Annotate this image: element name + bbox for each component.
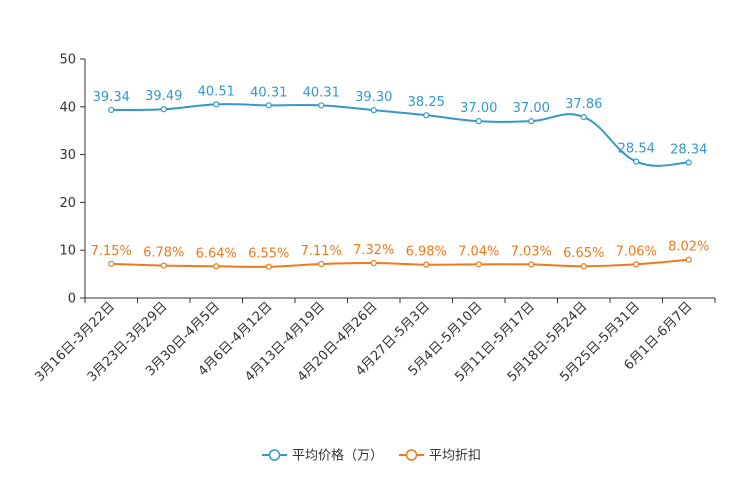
y-tick-label: 30 xyxy=(59,148,76,163)
data-label: 7.11% xyxy=(301,244,342,259)
legend-label: 平均折扣 xyxy=(429,449,481,464)
data-point[interactable] xyxy=(475,261,482,268)
series-layer: 39.34 39.49 40.51 40.31 40.31 39.30 38.25 37.00… xyxy=(91,84,709,270)
data-point[interactable] xyxy=(580,263,587,270)
series-0: 39.34 39.49 40.51 40.31 40.31 39.30 38.25 37.00… xyxy=(93,84,707,167)
series-line xyxy=(111,103,689,167)
data-point[interactable] xyxy=(528,261,535,268)
legend-item-1[interactable]: 平均折扣 xyxy=(399,449,481,464)
data-point[interactable] xyxy=(633,261,640,268)
data-label: 28.34 xyxy=(670,143,707,158)
legend: 平均价格（万） 平均折扣 xyxy=(262,448,481,464)
data-label: 7.32% xyxy=(353,243,394,258)
data-label: 28.54 xyxy=(618,142,655,157)
data-label: 6.98% xyxy=(406,245,447,260)
data-label: 6.78% xyxy=(143,246,184,261)
data-label: 37.86 xyxy=(565,97,602,112)
data-label: 7.06% xyxy=(616,244,657,259)
data-label: 6.55% xyxy=(248,247,289,262)
data-label: 39.49 xyxy=(145,89,182,104)
data-label: 6.65% xyxy=(563,246,604,261)
data-point[interactable] xyxy=(423,261,430,268)
y-tick-label: 10 xyxy=(59,244,76,259)
legend-marker-icon xyxy=(268,449,281,461)
data-point[interactable] xyxy=(370,107,377,114)
data-label: 39.34 xyxy=(93,90,130,105)
data-point[interactable] xyxy=(633,158,640,165)
data-point[interactable] xyxy=(475,118,482,125)
data-label: 7.15% xyxy=(91,244,132,259)
data-point[interactable] xyxy=(370,259,377,267)
data-point[interactable] xyxy=(160,262,167,269)
data-label: 7.03% xyxy=(511,244,552,259)
data-point[interactable] xyxy=(423,112,430,119)
data-label: 37.00 xyxy=(513,101,550,116)
data-label: 8.02% xyxy=(668,240,709,255)
data-point[interactable] xyxy=(318,260,325,268)
data-point[interactable] xyxy=(580,113,587,121)
data-point[interactable] xyxy=(108,260,115,267)
data-label: 37.00 xyxy=(460,101,497,116)
data-point[interactable] xyxy=(213,101,220,108)
y-tick-label: 50 xyxy=(59,53,76,68)
data-label: 38.25 xyxy=(408,95,445,110)
data-label: 40.31 xyxy=(303,85,340,100)
series-1: 7.15% 6.78% 6.64% 6.55% 7.11% 7.32% 6.98% 7.04%… xyxy=(91,240,709,270)
legend-item-0[interactable]: 平均价格（万） xyxy=(262,448,383,464)
data-point[interactable] xyxy=(108,106,115,114)
data-point[interactable] xyxy=(685,256,692,263)
data-label: 7.04% xyxy=(458,244,499,259)
data-point[interactable] xyxy=(685,159,692,166)
data-label: 40.31 xyxy=(250,85,287,100)
data-label: 40.51 xyxy=(198,84,235,99)
y-tick-label: 20 xyxy=(59,196,76,211)
series-line xyxy=(111,258,689,268)
legend-marker-icon xyxy=(405,449,418,461)
y-tick-label: 40 xyxy=(59,100,76,115)
data-point[interactable] xyxy=(318,102,325,109)
data-point[interactable] xyxy=(213,263,220,270)
data-point[interactable] xyxy=(528,118,535,125)
data-point[interactable] xyxy=(160,106,167,113)
data-label: 39.30 xyxy=(355,90,392,105)
data-label: 6.64% xyxy=(196,246,237,261)
y-tick-label: 0 xyxy=(68,292,76,307)
data-point[interactable] xyxy=(265,102,272,109)
legend-label: 平均价格（万） xyxy=(292,448,383,464)
data-point[interactable] xyxy=(265,263,272,270)
